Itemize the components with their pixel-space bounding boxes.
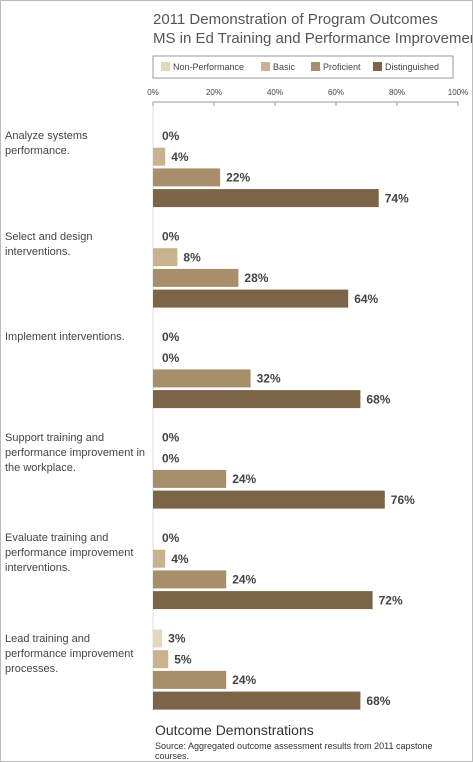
value-label: 0%	[162, 431, 180, 445]
value-label: 24%	[232, 673, 256, 687]
x-axis-label: Outcome Demonstrations	[155, 722, 314, 738]
value-label: 68%	[366, 392, 390, 406]
x-tick-label: 100%	[448, 88, 468, 97]
category-label: Evaluate training and performance improv…	[5, 532, 134, 574]
value-label: 0%	[162, 330, 180, 344]
x-tick-label: 60%	[328, 88, 344, 97]
category-label: Select and design interventions.	[5, 230, 93, 258]
value-label: 0%	[162, 351, 180, 365]
bar	[153, 248, 178, 267]
bar	[153, 189, 379, 208]
legend-label: Proficient	[323, 62, 361, 72]
legend-swatch	[373, 62, 382, 71]
legend-swatch	[261, 62, 270, 71]
bar	[153, 629, 163, 648]
bar	[153, 147, 166, 166]
legend-swatch	[161, 62, 170, 71]
value-label: 24%	[232, 573, 256, 587]
chart-subtitle: MS in Ed Training and Performance Improv…	[153, 30, 472, 47]
value-label: 4%	[171, 150, 189, 164]
value-label: 0%	[162, 451, 180, 465]
x-tick-label: 80%	[389, 88, 405, 97]
category-label: Analyze systems performance.	[5, 130, 88, 157]
value-label: 68%	[366, 694, 390, 708]
bar	[153, 691, 361, 710]
chart-title: 2011 Demonstration of Program Outcomes	[153, 11, 438, 28]
source-note: Source: Aggregated outcome assessment re…	[155, 741, 433, 761]
value-label: 0%	[162, 230, 180, 244]
bar	[153, 390, 361, 409]
bar	[153, 268, 239, 287]
x-tick-label: 40%	[267, 88, 283, 97]
value-label: 72%	[379, 593, 403, 607]
value-label: 3%	[168, 632, 186, 646]
legend-label: Distinguished	[385, 62, 439, 72]
bar	[153, 670, 227, 689]
value-label: 32%	[257, 372, 281, 386]
bar	[153, 570, 227, 589]
value-label: 64%	[354, 292, 378, 306]
bar	[153, 469, 227, 488]
legend-box	[152, 55, 454, 79]
bar	[153, 168, 221, 187]
category-label: Lead training and performance improvemen…	[5, 632, 134, 675]
value-label: 0%	[162, 129, 180, 143]
value-label: 76%	[391, 493, 415, 507]
bar	[153, 549, 166, 568]
bar	[153, 490, 385, 509]
legend-label: Non-Performance	[173, 62, 244, 72]
value-label: 4%	[171, 552, 189, 566]
value-label: 0%	[162, 531, 180, 545]
bar	[153, 591, 373, 610]
bar	[153, 289, 349, 308]
x-tick-label: 20%	[206, 88, 222, 97]
value-label: 5%	[174, 652, 192, 666]
value-label: 28%	[244, 271, 268, 285]
legend-swatch	[311, 62, 320, 71]
category-label: Implement interventions.	[5, 331, 125, 343]
x-tick-label: 0%	[147, 88, 159, 97]
bar	[153, 650, 169, 669]
legend-label: Basic	[273, 62, 296, 72]
category-label: Support training and performance improve…	[5, 431, 146, 474]
value-label: 74%	[385, 191, 409, 205]
value-label: 8%	[183, 250, 201, 264]
value-label: 24%	[232, 472, 256, 486]
bar	[153, 369, 251, 388]
value-label: 22%	[226, 171, 250, 185]
